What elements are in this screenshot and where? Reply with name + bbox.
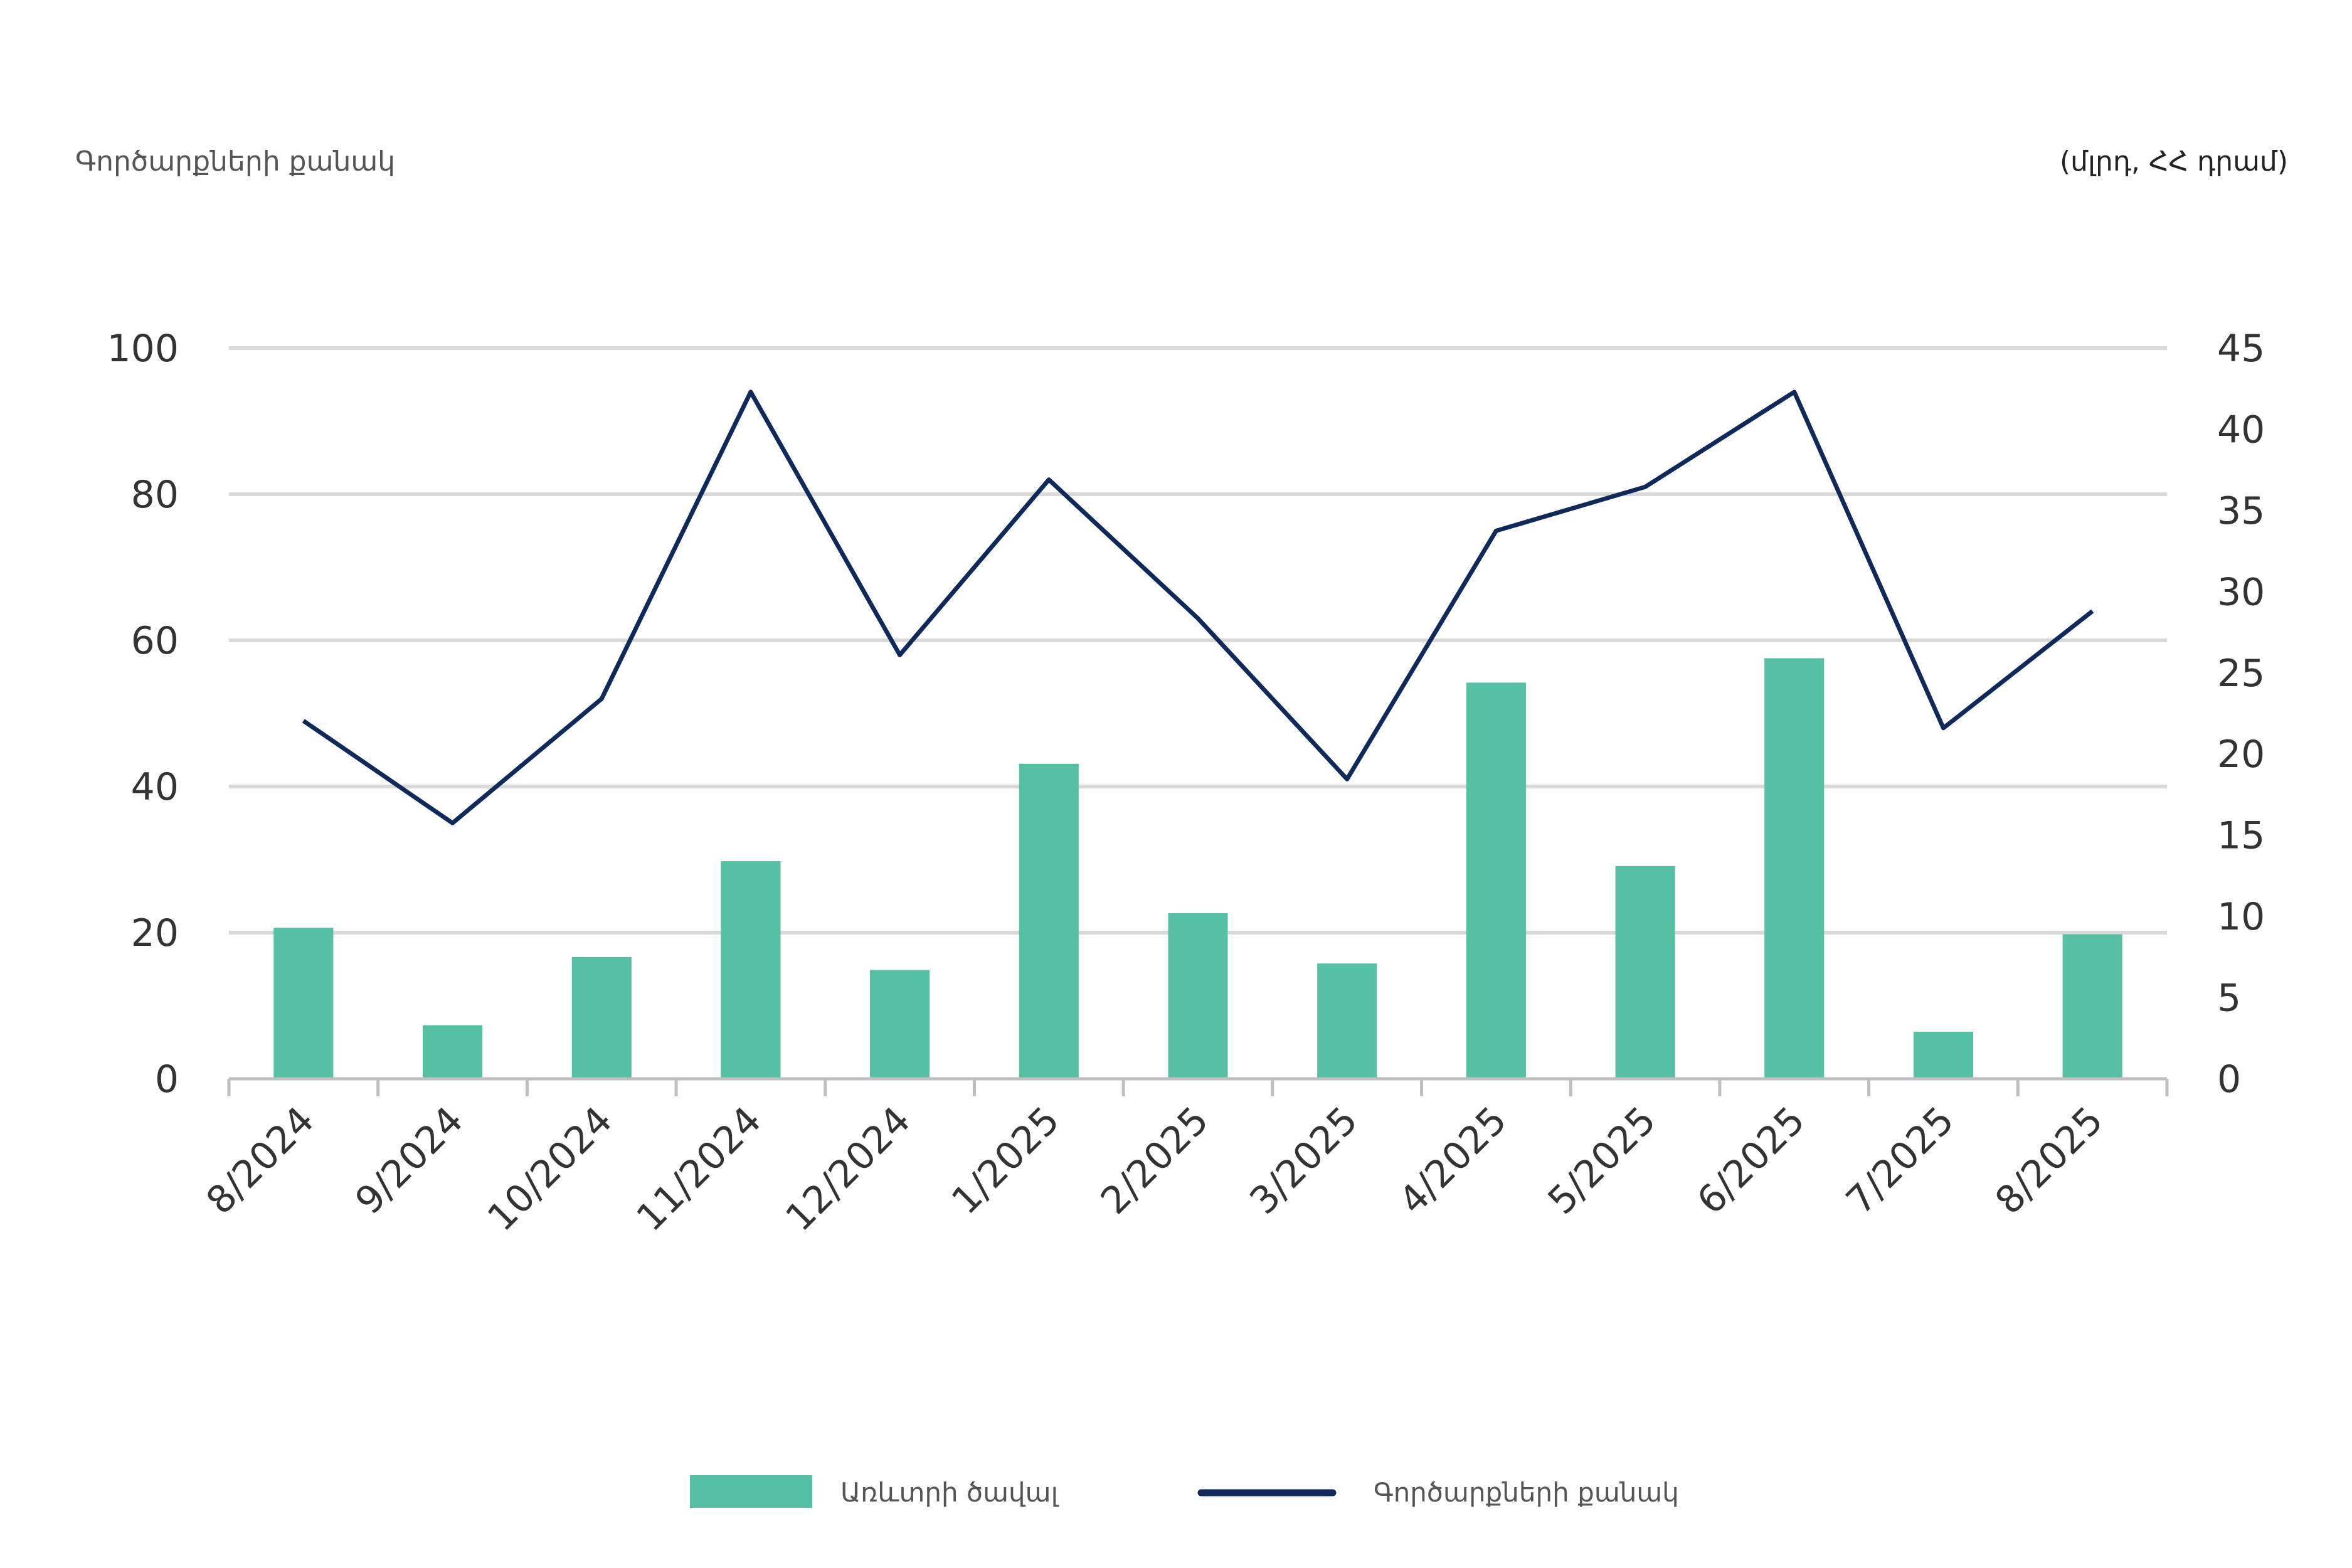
series-line [302, 389, 2094, 825]
gridlines [229, 346, 2167, 935]
x-tick-label: 7/2025 [1838, 1098, 1963, 1223]
left-tick-label: 100 [107, 327, 179, 371]
x-tick-label: 4/2025 [1391, 1098, 1515, 1223]
bar [1168, 913, 1228, 1079]
x-tick-label: 2/2025 [1093, 1098, 1217, 1223]
x-tick-label: 11/2024 [628, 1098, 770, 1240]
x-tick-label: 3/2025 [1242, 1098, 1367, 1223]
x-tick-label: 9/2024 [347, 1098, 472, 1223]
right-tick-label: 15 [2217, 814, 2265, 858]
left-tick-label: 60 [131, 619, 179, 663]
bar [1019, 763, 1079, 1079]
bar [870, 970, 930, 1079]
left-axis-ticks: 0 20 40 60 80 100 [107, 327, 179, 1101]
bar [721, 861, 781, 1079]
x-tick-label: 8/2024 [198, 1098, 323, 1223]
bar [423, 1025, 483, 1079]
left-tick-label: 0 [155, 1057, 179, 1101]
axes [227, 1077, 2169, 1096]
bar [1913, 1031, 1973, 1079]
right-tick-label: 45 [2217, 327, 2265, 371]
right-tick-label: 20 [2217, 733, 2265, 776]
legend-label-line: Գործարքների քանակ [1374, 1477, 1679, 1508]
bar [1615, 866, 1675, 1079]
x-axis-ticks: 8/2024 9/2024 10/2024 11/2024 12/2024 1/2025 2… [198, 1098, 2112, 1240]
bar-series [273, 658, 2122, 1079]
legend-label-bar: Առևտրի ծավալ [840, 1477, 1059, 1508]
bar [1764, 658, 1825, 1079]
right-tick-label: 5 [2217, 977, 2241, 1020]
x-tick-label: 8/2025 [1987, 1098, 2112, 1223]
bar [1317, 963, 1377, 1079]
right-tick-label: 0 [2217, 1057, 2241, 1101]
right-axis-ticks: 0 5 10 15 20 25 30 35 40 45 [2217, 327, 2265, 1101]
x-tick-label: 5/2025 [1540, 1098, 1665, 1223]
left-tick-label: 80 [131, 473, 179, 517]
left-axis-title: Գործարքների քանակ [75, 146, 395, 177]
left-tick-label: 20 [131, 911, 179, 955]
legend-swatch-bar [690, 1475, 812, 1508]
x-tick-label: 6/2025 [1689, 1098, 1814, 1223]
left-tick-label: 40 [131, 765, 179, 809]
bar [571, 956, 632, 1079]
x-tick-label: 1/2025 [943, 1098, 1068, 1223]
bar [1466, 682, 1526, 1079]
x-tick-label: 10/2024 [479, 1098, 621, 1240]
x-tick-label: 12/2024 [777, 1098, 919, 1240]
line-series [302, 389, 2094, 825]
right-axis-title: (մլրդ, ՀՀ դրամ) [2060, 146, 2288, 177]
legend: Առևտրի ծավալ Գործարքների քանակ [690, 1475, 1679, 1508]
bar [2062, 934, 2122, 1079]
bar [273, 928, 334, 1079]
right-tick-label: 25 [2217, 652, 2265, 696]
right-tick-label: 10 [2217, 895, 2265, 939]
right-tick-label: 40 [2217, 408, 2265, 452]
right-tick-label: 35 [2217, 489, 2265, 533]
right-tick-label: 30 [2217, 570, 2265, 614]
